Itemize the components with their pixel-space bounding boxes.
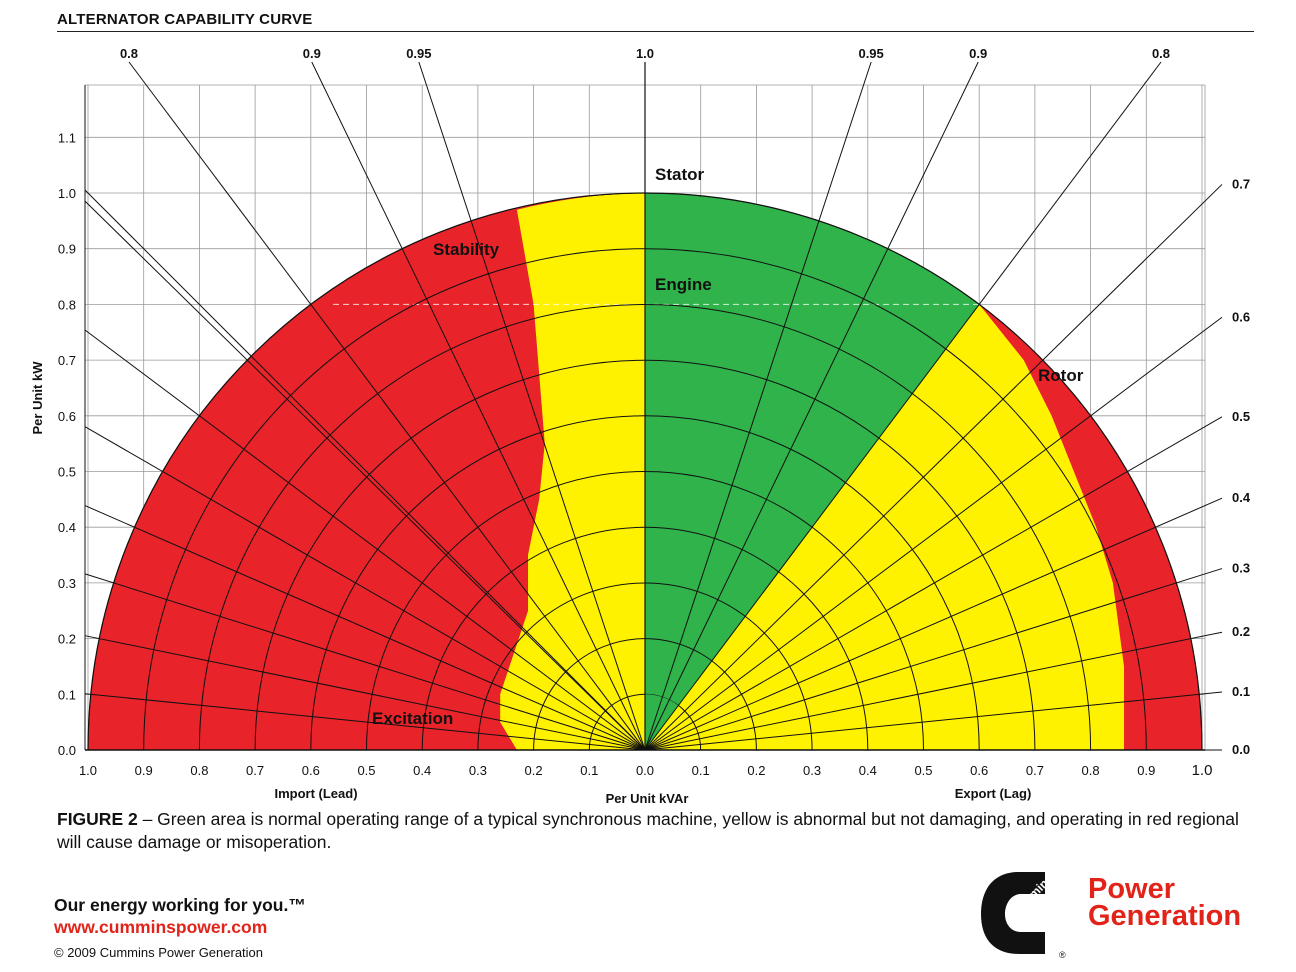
pf-ray-lead (84, 426, 646, 751)
x-tick-label: 0.7 (246, 763, 264, 778)
region-label-stability: Stability (433, 240, 500, 259)
y-axis-title: Per Unit kW (30, 361, 45, 435)
top-pf-label: 0.95 (858, 46, 883, 61)
x-tick-label: 0.1 (692, 763, 710, 778)
x-tick-label: 0.0 (636, 763, 654, 778)
right-pf-label: 0.7 (1232, 176, 1250, 191)
pf-ray-lag (644, 497, 1223, 751)
pf-ray-lag (644, 631, 1223, 751)
x-tick-label: 0.8 (1082, 763, 1100, 778)
figure-caption-lead: FIGURE 2 (57, 809, 138, 829)
region-label-stator: Stator (655, 165, 705, 184)
y-tick-label: 0.2 (58, 632, 76, 647)
footer-tagline: Our energy working for you.™ (54, 895, 306, 915)
pf-ray (644, 61, 872, 751)
x-tick-label: 0.3 (469, 763, 487, 778)
region-label-rotor: Rotor (1038, 366, 1084, 385)
x-tick-label: 0.3 (803, 763, 821, 778)
brand-name: Power Generation (1088, 873, 1242, 932)
x-tick-label: 0.6 (970, 763, 988, 778)
top-pf-label: 0.8 (1152, 46, 1170, 61)
x-tick-label: 0.6 (302, 763, 320, 778)
pf-ray-lead (84, 189, 646, 751)
top-pf-label: 1.0 (636, 46, 654, 61)
x-tick-label: 0.9 (1137, 763, 1155, 778)
chart-header-title: ALTERNATOR CAPABILITY CURVE (57, 11, 313, 28)
figure-caption-text: – Green area is normal operating range o… (57, 809, 1239, 852)
x-tick-label: 0.9 (135, 763, 153, 778)
x-tick-label: 0.8 (190, 763, 208, 778)
right-pf-label: 0.4 (1232, 490, 1251, 505)
y-tick-label: 0.6 (58, 409, 76, 424)
y-tick-label: 0.5 (58, 465, 76, 480)
y-tick-label: 0.8 (58, 297, 76, 312)
y-tick-label: 0.1 (58, 687, 76, 702)
cummins-logo: Cummins ® (981, 871, 1066, 960)
y-tick-label: 1.0 (58, 186, 76, 201)
pf-ray-lag (644, 416, 1223, 751)
pf-ray-lag (644, 316, 1223, 751)
pf-ray-lead (84, 329, 646, 751)
y-tick-label: 0.4 (58, 520, 76, 535)
pf-ray-lag (644, 184, 1223, 751)
right-pf-label: 0.5 (1232, 409, 1250, 424)
header-rule (57, 31, 1254, 32)
pf-ray (644, 61, 979, 751)
right-pf-label: 0.0 (1232, 742, 1250, 757)
region-yellow-lead (500, 193, 645, 750)
x-tick-label: 1.0 (1192, 762, 1213, 779)
brand-line-2: Generation (1088, 900, 1242, 932)
footer-copyright: © 2009 Cummins Power Generation (54, 945, 264, 960)
top-pf-label: 0.9 (303, 46, 321, 61)
x-tick-label: 0.7 (1026, 763, 1044, 778)
svg-text:®: ® (1059, 950, 1066, 960)
x-axis-title: Per Unit kVAr (606, 791, 689, 806)
pf-ray (311, 61, 646, 751)
x-tick-label: 0.1 (580, 763, 598, 778)
pf-ray (418, 61, 646, 751)
region-green-inner (645, 694, 679, 750)
right-pf-label: 0.3 (1232, 561, 1250, 576)
region-green (645, 193, 980, 750)
x-tick-label: 0.2 (525, 763, 543, 778)
region-label-excitation: Excitation (372, 709, 453, 728)
x-tick-label: 0.5 (914, 763, 932, 778)
ray-layer (84, 61, 1223, 751)
y-tick-label: 0.0 (58, 743, 76, 758)
x-tick-label: 0.4 (413, 763, 431, 778)
y-tick-label: 0.9 (58, 242, 76, 257)
pf-ray-lead (84, 505, 646, 751)
pf-ray-lead (84, 573, 646, 751)
x-axis-right-title: Export (Lag) (955, 786, 1032, 801)
footer-website-link[interactable]: www.cumminspower.com (54, 917, 268, 937)
region-label-engine: Engine (655, 275, 712, 294)
top-pf-label: 0.95 (406, 46, 431, 61)
x-axis-left-title: Import (Lead) (274, 786, 357, 801)
pf-ray-lag (644, 691, 1223, 751)
right-pf-label: 0.1 (1232, 684, 1250, 699)
right-pf-label: 0.6 (1232, 309, 1250, 324)
label-layer: 0.8 0.9 0.95 1.0 0.95 0.9 0.8 0.7 0.6 0.5 0.4 0.3 0.… (120, 46, 1251, 757)
top-pf-label: 0.9 (969, 46, 987, 61)
brand-line-1: Power (1088, 873, 1176, 905)
y-tick-label: 0.3 (58, 576, 76, 591)
top-pf-label: 0.8 (120, 46, 138, 61)
pf-ray-lag (644, 568, 1223, 751)
y-tick-label: 0.7 (58, 353, 76, 368)
axis-layer: 1.0 0.9 0.8 0.7 0.6 0.5 0.4 0.3 0.2 0.1 0.0 0.1 0.2 0… (30, 62, 1212, 806)
pf-ray-lead (84, 635, 646, 751)
right-pf-label: 0.2 (1232, 624, 1250, 639)
x-tick-label: 0.2 (747, 763, 765, 778)
pf-ray-lead (84, 693, 646, 751)
x-tick-label: 0.5 (357, 763, 375, 778)
pf-ray (644, 61, 1162, 751)
figure-caption: FIGURE 2 – Green area is normal operatin… (57, 808, 1257, 854)
y-tick-label: 1.1 (58, 130, 76, 145)
x-tick-label: 0.4 (859, 763, 877, 778)
pf-ray (128, 61, 646, 751)
x-tick-label: 1.0 (79, 763, 97, 778)
pf-ray-lead (84, 200, 646, 751)
